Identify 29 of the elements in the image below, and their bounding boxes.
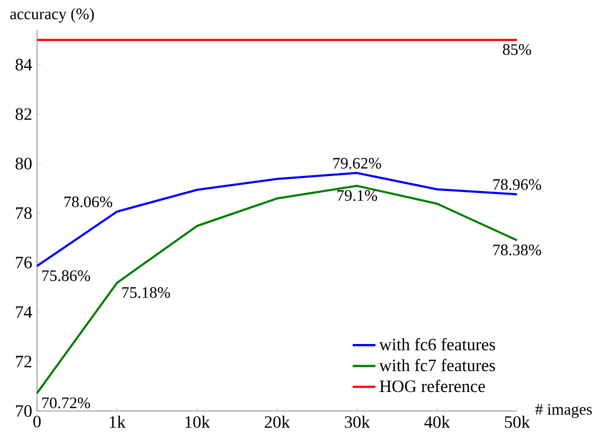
x-axis-title: # images xyxy=(535,404,592,418)
y-tick-label: 70 xyxy=(16,405,32,417)
y-tick-label: 74 xyxy=(16,306,32,318)
x-tick-label: 40k xyxy=(424,416,450,428)
y-tick-label: 72 xyxy=(16,356,32,368)
x-tick-label: 0 xyxy=(33,416,41,428)
y-tick-label: 78 xyxy=(16,207,32,219)
x-tick-label: 30k xyxy=(344,416,370,428)
y-tick-label: 80 xyxy=(16,158,32,170)
y-tick-label: 76 xyxy=(16,256,32,268)
legend-label: HOG reference xyxy=(380,380,485,392)
annotation: 79.1% xyxy=(337,190,378,201)
x-tick-label: 50k xyxy=(505,416,530,428)
y-axis-title: accuracy (%) xyxy=(10,8,94,23)
annotation: 85% xyxy=(502,44,532,56)
annotation: 78.96% xyxy=(493,179,542,190)
annotation: 78.38% xyxy=(493,244,542,256)
annotation: 75.18% xyxy=(122,287,170,298)
x-tick-label: 1k xyxy=(110,416,126,428)
legend-label: with fc6 features xyxy=(379,338,496,350)
annotation: 75.86% xyxy=(42,270,90,282)
x-tick-label: 10k xyxy=(186,416,210,428)
y-tick-label: 82 xyxy=(16,108,32,120)
x-tick-label: 20k xyxy=(264,416,290,428)
annotation: 78.06% xyxy=(64,196,112,208)
annotation: 79.62% xyxy=(333,158,382,169)
legend-label: with fc7 features xyxy=(379,358,496,372)
annotation: 70.72% xyxy=(42,397,90,408)
y-tick-label: 84 xyxy=(16,58,32,70)
